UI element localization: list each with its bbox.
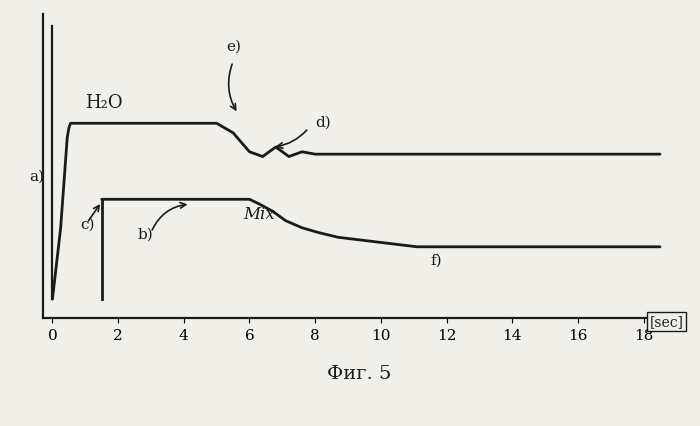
Text: Mix: Mix [243, 206, 274, 223]
Text: H₂O: H₂O [85, 94, 123, 112]
Text: e): e) [227, 40, 242, 54]
Text: a): a) [29, 169, 44, 183]
Text: d): d) [315, 115, 331, 130]
Text: Фиг. 5: Фиг. 5 [328, 364, 392, 382]
Text: b): b) [138, 227, 153, 241]
Text: c): c) [80, 217, 95, 231]
Text: [sec]: [sec] [650, 315, 684, 329]
Text: f): f) [430, 253, 442, 267]
